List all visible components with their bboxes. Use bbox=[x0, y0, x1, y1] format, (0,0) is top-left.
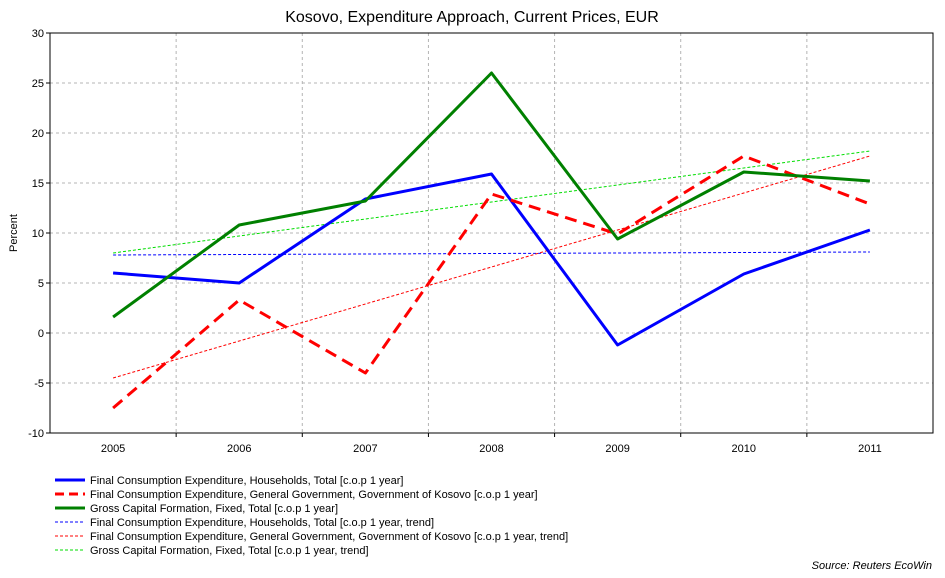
series-line-5 bbox=[112, 155, 871, 379]
x-tick-label: 2011 bbox=[858, 443, 882, 455]
legend-label: Final Consumption Expenditure, General G… bbox=[90, 489, 538, 501]
y-tick-label: -10 bbox=[28, 428, 44, 440]
source-note: Source: Reuters EcoWin bbox=[812, 560, 932, 572]
y-tick-label: 20 bbox=[32, 128, 44, 140]
series-line-6 bbox=[113, 150, 870, 254]
legend-label: Final Consumption Expenditure, Household… bbox=[90, 475, 403, 487]
legend-label: Final Consumption Expenditure, General G… bbox=[90, 531, 568, 543]
legend-label: Gross Capital Formation, Fixed, Total [c… bbox=[90, 503, 338, 515]
x-tick-label: 2010 bbox=[732, 443, 756, 455]
y-axis-label: Percent bbox=[8, 214, 20, 252]
series-line-3 bbox=[112, 71, 871, 319]
x-tick-label: 2005 bbox=[101, 443, 125, 455]
series-layer bbox=[112, 71, 871, 410]
x-axis: 2005 2006 2007 2008 2009 2010 2011 bbox=[101, 433, 882, 455]
y-tick-label: 0 bbox=[38, 328, 44, 340]
x-tick-label: 2007 bbox=[353, 443, 377, 455]
y-tick-label: 25 bbox=[32, 78, 44, 90]
y-tick-label: -5 bbox=[34, 378, 44, 390]
y-tick-label: 30 bbox=[32, 28, 44, 40]
x-tick-label: 2008 bbox=[479, 443, 503, 455]
legend-label: Gross Capital Formation, Fixed, Total [c… bbox=[90, 545, 369, 557]
y-tick-label: 15 bbox=[32, 178, 44, 190]
y-axis: -10 -5 0 5 10 15 20 25 30 bbox=[28, 28, 50, 440]
y-tick-label: 5 bbox=[38, 278, 44, 290]
y-tick-label: 10 bbox=[32, 228, 44, 240]
legend-label: Final Consumption Expenditure, Household… bbox=[90, 517, 434, 529]
grid bbox=[50, 32, 933, 434]
chart-title: Kosovo, Expenditure Approach, Current Pr… bbox=[285, 9, 659, 26]
series-line-1 bbox=[112, 172, 871, 347]
x-tick-label: 2006 bbox=[227, 443, 251, 455]
legend: Final Consumption Expenditure, Household… bbox=[55, 475, 568, 557]
x-tick-label: 2009 bbox=[605, 443, 629, 455]
series-line-4 bbox=[113, 251, 870, 256]
